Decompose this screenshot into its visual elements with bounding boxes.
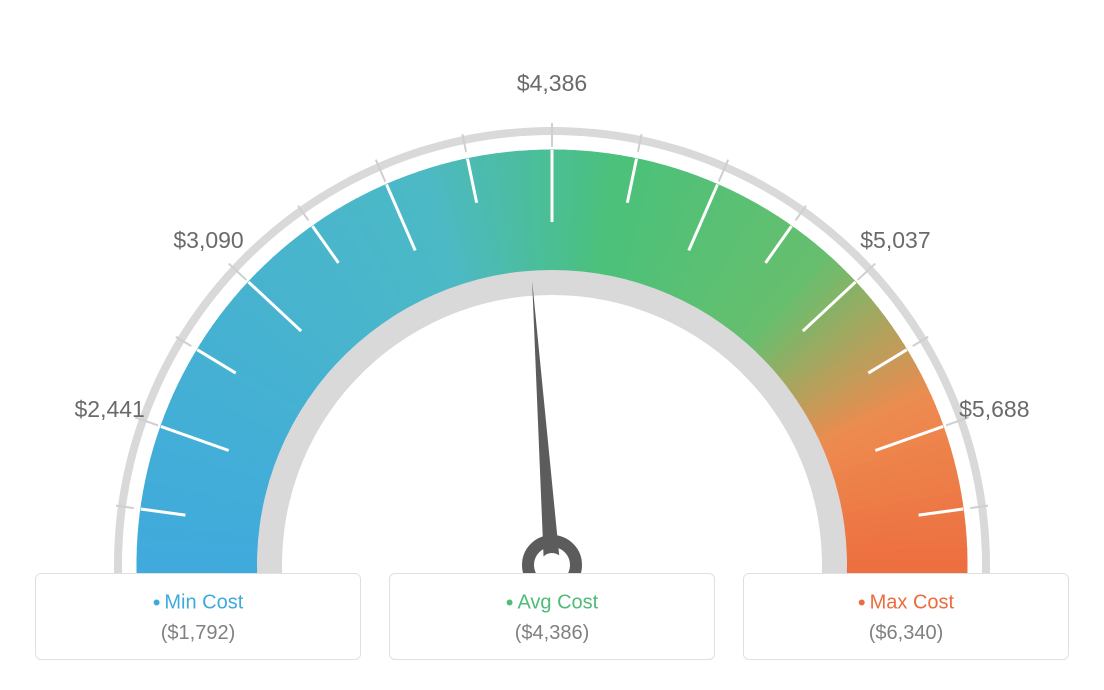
tick-label: $2,441 bbox=[74, 396, 144, 422]
tick-label: $5,688 bbox=[959, 396, 1029, 422]
legend-dot-min: • bbox=[153, 590, 161, 615]
legend-value-max: ($6,340) bbox=[756, 622, 1056, 645]
tick-label: $4,386 bbox=[517, 70, 587, 96]
legend-card-avg: •Avg Cost ($4,386) bbox=[389, 573, 715, 660]
legend-title-text: Avg Cost bbox=[517, 591, 598, 613]
legend-card-min: •Min Cost ($1,792) bbox=[35, 573, 361, 660]
legend-row: •Min Cost($1,792)•Avg Cost($4,386)•Max C… bbox=[0, 573, 1104, 660]
gauge-svg: $1,792$2,441$3,090$4,386$5,037$5,688$6,3… bbox=[0, 40, 1104, 600]
tick-label: $3,090 bbox=[173, 227, 243, 253]
legend-title-min: •Min Cost bbox=[48, 590, 348, 616]
gauge-chart-container: $1,792$2,441$3,090$4,386$5,037$5,688$6,3… bbox=[0, 0, 1104, 690]
legend-title-max: •Max Cost bbox=[756, 590, 1056, 616]
legend-title-text: Min Cost bbox=[164, 591, 243, 613]
legend-value-avg: ($4,386) bbox=[402, 622, 702, 645]
gauge-needle bbox=[532, 281, 560, 566]
legend-title-avg: •Avg Cost bbox=[402, 590, 702, 616]
legend-dot-avg: • bbox=[506, 590, 514, 615]
legend-value-min: ($1,792) bbox=[48, 622, 348, 645]
legend-title-text: Max Cost bbox=[870, 591, 954, 613]
gauge-area: $1,792$2,441$3,090$4,386$5,037$5,688$6,3… bbox=[0, 0, 1104, 560]
legend-card-max: •Max Cost ($6,340) bbox=[743, 573, 1069, 660]
legend-dot-max: • bbox=[858, 590, 866, 615]
tick-label: $5,037 bbox=[860, 227, 930, 253]
